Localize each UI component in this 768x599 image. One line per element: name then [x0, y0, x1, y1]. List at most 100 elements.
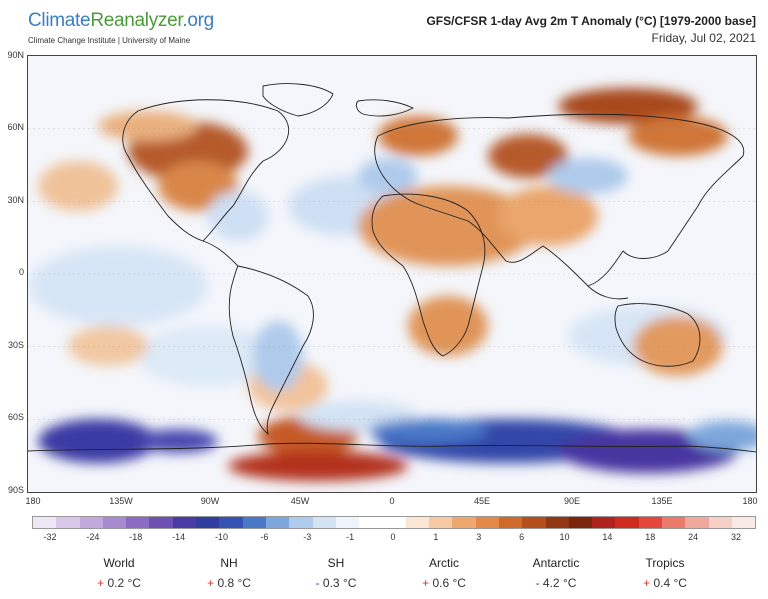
stat-name: SH — [327, 556, 345, 570]
stat-sh: SH - 0.3 °C — [281, 556, 391, 590]
color-scale-label: 1 — [433, 532, 439, 542]
lon-label-0: 0 — [389, 496, 395, 506]
anomaly-map[interactable] — [27, 55, 757, 493]
stat-value-line: - 0.3 °C — [281, 576, 391, 590]
color-scale-label: -24 — [86, 532, 100, 542]
stat-antarctic: Antarctic - 4.2 °C — [501, 556, 611, 590]
color-scale-label: 10 — [559, 532, 570, 542]
color-scale-segment — [592, 517, 616, 528]
color-scale-label: -18 — [129, 532, 143, 542]
color-scale-label: -14 — [172, 532, 186, 542]
color-scale-segment — [312, 517, 336, 528]
graticule — [28, 128, 756, 420]
stat-value-line: + 0.8 °C — [174, 576, 284, 590]
lat-label-60s: 60S — [7, 412, 24, 422]
color-scale-segment — [219, 517, 243, 528]
map-date: Friday, Jul 02, 2021 — [651, 31, 756, 45]
lon-label-45e: 45E — [473, 496, 491, 506]
lon-label-180w: 180 — [25, 496, 41, 506]
color-scale-segment — [126, 517, 150, 528]
color-scale-segment — [56, 517, 80, 528]
logo-reanalyzer: Reanalyzer — [90, 10, 183, 31]
color-scale-segment — [359, 517, 383, 528]
color-scale-segment — [33, 517, 57, 528]
stat-arctic: Arctic + 0.6 °C — [389, 556, 499, 590]
color-scale-label: 32 — [730, 532, 742, 542]
lon-label-45w: 45W — [290, 496, 310, 506]
color-scale-segment — [662, 517, 686, 528]
color-scale-label: -32 — [43, 532, 57, 542]
lon-label-90e: 90E — [563, 496, 581, 506]
site-logo[interactable]: ClimateReanalyzer.org — [28, 10, 214, 32]
color-scale-segment — [452, 517, 476, 528]
lat-label-60n: 60N — [7, 122, 24, 132]
lat-label-30n: 30N — [7, 195, 24, 205]
stat-value-line: + 0.4 °C — [610, 576, 720, 590]
stat-value: 4.2 °C — [542, 576, 577, 590]
stat-value: 0.8 °C — [217, 576, 251, 590]
stat-sign: + — [207, 576, 215, 590]
color-scale-segment — [522, 517, 546, 528]
logo-org: .org — [182, 10, 214, 31]
color-scale-segment — [289, 517, 313, 528]
stat-sign: - — [535, 576, 540, 590]
coastlines — [28, 83, 756, 453]
color-scale-label: -3 — [303, 532, 312, 542]
logo-climate: Climate — [28, 10, 91, 31]
stat-sign: + — [643, 576, 651, 590]
color-scale-segment — [685, 517, 709, 528]
stat-name: Arctic — [429, 556, 459, 570]
color-scale-label: 3 — [476, 532, 482, 542]
color-scale-segment — [708, 517, 732, 528]
lon-label-180e: 180 — [742, 496, 758, 506]
color-scale-bar — [32, 516, 756, 529]
color-scale-label: 24 — [688, 532, 699, 542]
color-scale-segment — [102, 517, 127, 528]
stat-value-line: + 0.6 °C — [389, 576, 499, 590]
stat-sign: + — [97, 576, 105, 590]
lon-label-135w: 135W — [109, 496, 133, 506]
color-scale-segment — [615, 517, 639, 528]
color-scale-segment — [475, 517, 499, 528]
color-scale-segment — [149, 517, 173, 528]
stat-sign: + — [422, 576, 430, 590]
logo-subtitle: Climate Change Institute | University of… — [28, 36, 191, 45]
stat-value: 0.6 °C — [432, 576, 466, 590]
color-scale-segment — [79, 517, 103, 528]
stat-name: NH — [220, 556, 238, 570]
stat-value-line: + 0.2 °C — [64, 576, 174, 590]
color-scale-segment — [498, 517, 523, 528]
color-scale-segment — [568, 517, 593, 528]
color-scale-segment — [731, 517, 756, 528]
color-scale-label: -10 — [214, 532, 229, 542]
color-scale-segment — [265, 517, 290, 528]
color-scale-label: 18 — [645, 532, 656, 542]
color-scale-label: 14 — [602, 532, 613, 542]
lat-label-90s: 90S — [7, 485, 24, 495]
color-scale-segment — [242, 517, 266, 528]
color-scale-segment — [429, 517, 453, 528]
anomaly-map-graphic — [28, 56, 756, 492]
color-scale-segment — [545, 517, 569, 528]
stat-nh: NH + 0.8 °C — [174, 556, 284, 590]
lat-label-0: 0 — [18, 267, 24, 277]
stat-name: World — [103, 556, 135, 570]
color-scale-segment — [196, 517, 220, 528]
lon-label-135e: 135E — [651, 496, 673, 506]
color-scale-segment — [382, 517, 406, 528]
stat-sign: - — [315, 576, 320, 590]
stat-tropics: Tropics + 0.4 °C — [610, 556, 720, 590]
map-title: GFS/CFSR 1-day Avg 2m T Anomaly (°C) [19… — [426, 14, 756, 28]
stat-name: Antarctic — [532, 556, 580, 570]
stat-name: Tropics — [645, 556, 685, 570]
stat-value-line: - 4.2 °C — [501, 576, 611, 590]
color-scale-segment — [172, 517, 197, 528]
lat-label-30s: 30S — [7, 340, 24, 350]
lat-label-90n: 90N — [7, 50, 24, 60]
stat-world: World + 0.2 °C — [64, 556, 174, 590]
color-scale-label: -1 — [346, 532, 355, 542]
stat-value: 0.4 °C — [653, 576, 687, 590]
stat-value: 0.3 °C — [322, 576, 357, 590]
color-scale-segment — [335, 517, 360, 528]
color-scale-label: 0 — [390, 532, 396, 542]
